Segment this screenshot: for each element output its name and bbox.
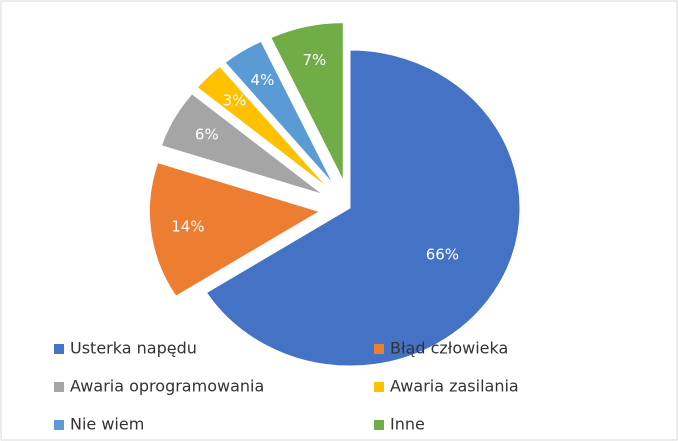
legend-swatch — [374, 420, 384, 430]
legend-swatch — [54, 344, 64, 354]
data-label: 66% — [426, 246, 459, 264]
data-label: 14% — [171, 217, 204, 235]
pie-slice — [224, 40, 334, 185]
data-label: 6% — [195, 126, 219, 144]
legend-label: Awaria oprogramowania — [70, 377, 264, 396]
pie-slice — [160, 93, 324, 195]
data-label: 3% — [223, 92, 247, 110]
legend-label: Nie wiem — [70, 415, 144, 434]
legend-label: Błąd człowieka — [390, 339, 508, 358]
pie-slice — [270, 22, 344, 181]
legend-label: Usterka napędu — [70, 339, 197, 358]
legend-label: Awaria zasilania — [390, 377, 519, 396]
legend-label: Inne — [390, 415, 425, 434]
data-label: 4% — [251, 71, 275, 89]
legend-swatch — [374, 344, 384, 354]
legend-swatch — [54, 420, 64, 430]
pie-slice — [205, 49, 521, 367]
data-label: 7% — [302, 51, 326, 69]
pie-slice — [148, 162, 321, 297]
pie-slice — [196, 65, 329, 189]
legend-swatch — [54, 382, 64, 392]
legend-swatch — [374, 382, 384, 392]
